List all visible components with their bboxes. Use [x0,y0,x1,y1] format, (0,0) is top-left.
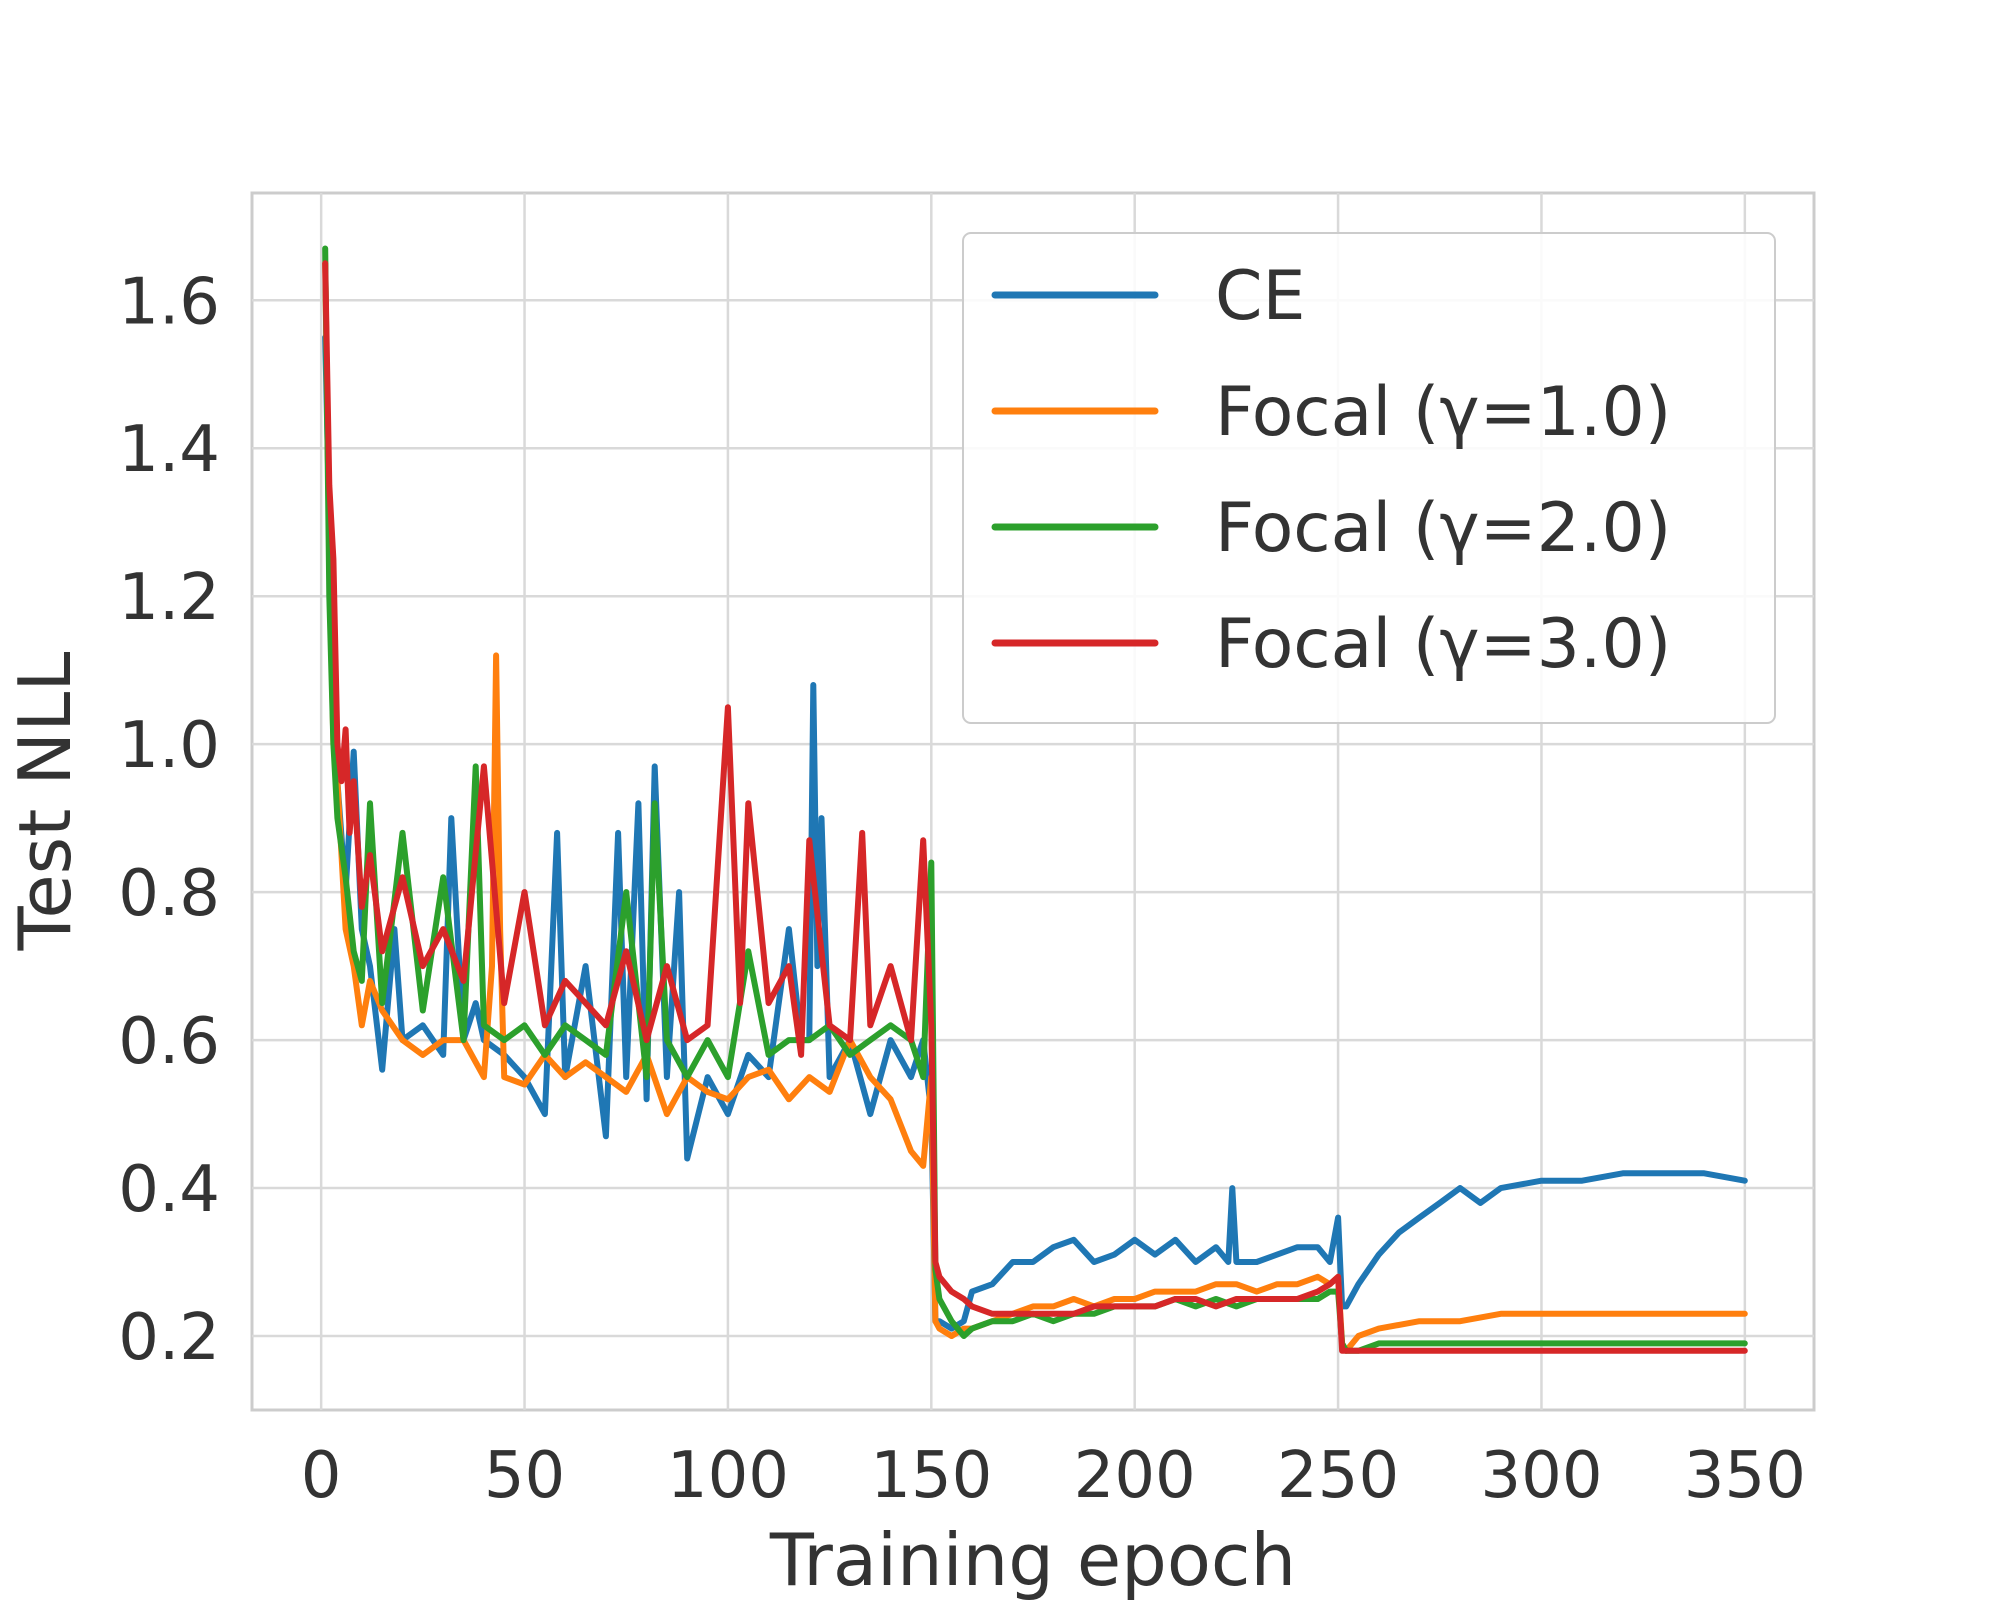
legend-label: Focal (γ=1.0) [1215,373,1671,452]
x-tick-label: 300 [1480,1439,1602,1513]
y-tick-label: 0.6 [118,1005,220,1079]
x-axis-label: Training epoch [769,1518,1296,1600]
y-tick-label: 1.2 [118,561,220,635]
legend-label: CE [1215,257,1305,336]
y-tick-label: 1.6 [118,265,220,339]
x-tick-label: 50 [484,1439,565,1513]
y-tick-label: 1.4 [118,413,220,487]
x-tick-label: 350 [1684,1439,1806,1513]
y-axis-label: Test NLL [3,652,87,952]
legend-label: Focal (γ=3.0) [1215,605,1671,684]
y-tick-label: 0.4 [118,1153,220,1227]
y-tick-label: 0.2 [118,1301,220,1375]
legend-label: Focal (γ=2.0) [1215,489,1671,568]
y-tick-label: 0.8 [118,857,220,931]
x-tick-label: 250 [1277,1439,1399,1513]
x-tick-label: 200 [1074,1439,1196,1513]
legend-box [962,232,1776,724]
series-lines [322,245,1748,1354]
series-line-3 [322,260,1748,1354]
x-tick-label: 0 [301,1439,342,1513]
gridlines [252,193,1814,1410]
x-tick-label: 150 [870,1439,992,1513]
y-tick-label: 1.0 [118,709,220,783]
tick-labels: 0 50 100 150 200 250 300 350 0.2 0.4 0.6 0.8 1.0 1.2 1… [118,265,1806,1513]
x-tick-label: 100 [667,1439,789,1513]
legend: CE Focal (γ=1.0) Focal (γ=2.0) Focal (γ=3.0… [962,232,1776,724]
